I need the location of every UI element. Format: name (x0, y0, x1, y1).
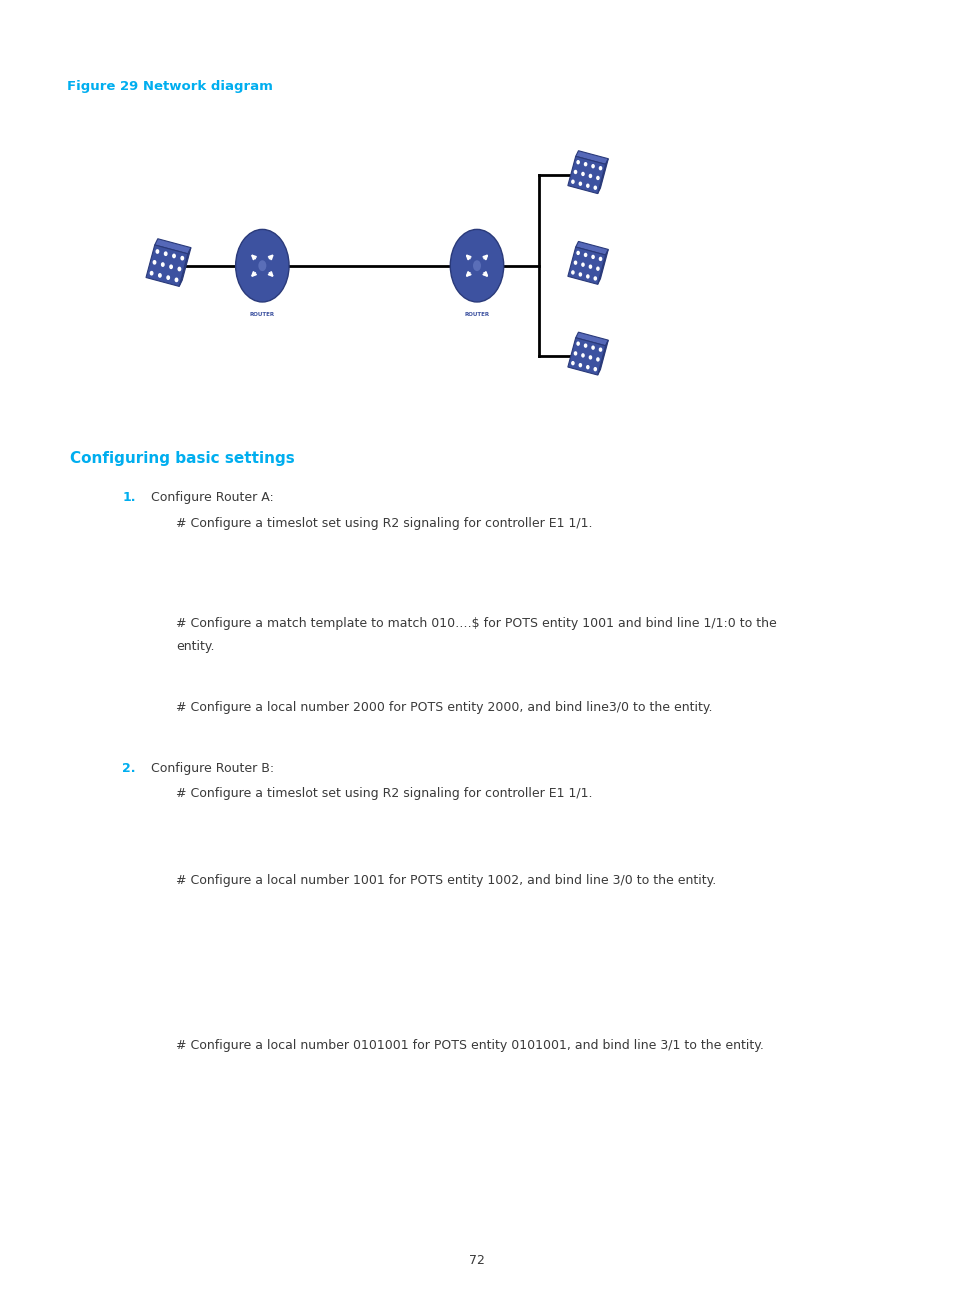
Circle shape (589, 266, 591, 268)
Circle shape (598, 258, 601, 260)
Circle shape (581, 172, 583, 175)
Circle shape (584, 163, 586, 166)
Polygon shape (598, 158, 608, 193)
Circle shape (581, 263, 583, 266)
Circle shape (581, 354, 583, 356)
Polygon shape (575, 241, 608, 255)
Circle shape (571, 362, 574, 364)
Text: 2.: 2. (122, 762, 135, 775)
Circle shape (172, 254, 175, 258)
Circle shape (589, 175, 591, 178)
Circle shape (175, 279, 177, 281)
Circle shape (574, 262, 576, 264)
Circle shape (161, 263, 164, 266)
Circle shape (258, 260, 266, 271)
Polygon shape (575, 332, 608, 346)
Text: ROUTER: ROUTER (250, 312, 274, 318)
Circle shape (592, 255, 594, 258)
Circle shape (578, 183, 580, 185)
Polygon shape (146, 245, 188, 286)
Polygon shape (567, 338, 605, 375)
Circle shape (594, 368, 596, 371)
Circle shape (592, 346, 594, 349)
Polygon shape (154, 238, 191, 254)
Circle shape (597, 176, 598, 179)
Circle shape (586, 184, 588, 187)
Text: 72: 72 (469, 1255, 484, 1267)
Circle shape (578, 273, 580, 276)
Circle shape (164, 251, 167, 255)
Text: # Configure a timeslot set using R2 signaling for controller E1 1/1.: # Configure a timeslot set using R2 sign… (176, 517, 593, 530)
Circle shape (594, 277, 596, 280)
Polygon shape (575, 150, 608, 165)
Polygon shape (567, 157, 605, 193)
Text: # Configure a local number 1001 for POTS entity 1002, and bind line 3/0 to the e: # Configure a local number 1001 for POTS… (176, 874, 716, 886)
Text: Configuring basic settings: Configuring basic settings (70, 451, 294, 467)
Circle shape (597, 267, 598, 270)
Circle shape (589, 356, 591, 359)
Text: # Configure a timeslot set using R2 signaling for controller E1 1/1.: # Configure a timeslot set using R2 sign… (176, 787, 593, 800)
Polygon shape (598, 249, 608, 284)
Circle shape (156, 250, 158, 253)
Text: Figure 29 Network diagram: Figure 29 Network diagram (67, 80, 273, 93)
Circle shape (586, 275, 588, 277)
Circle shape (151, 272, 152, 275)
Circle shape (578, 364, 580, 367)
Circle shape (584, 345, 586, 347)
Circle shape (577, 251, 578, 254)
Circle shape (586, 365, 588, 368)
Circle shape (571, 180, 574, 183)
Text: Configure Router B:: Configure Router B: (151, 762, 274, 775)
Circle shape (598, 167, 601, 170)
Circle shape (473, 260, 480, 271)
Circle shape (235, 229, 289, 302)
Circle shape (450, 229, 503, 302)
Circle shape (594, 187, 596, 189)
Circle shape (592, 165, 594, 167)
Text: # Configure a match template to match 010….$ for POTS entity 1001 and bind line : # Configure a match template to match 01… (176, 617, 777, 630)
Circle shape (577, 161, 578, 163)
Circle shape (167, 276, 170, 280)
Circle shape (181, 257, 183, 259)
Circle shape (574, 353, 576, 355)
Circle shape (178, 267, 180, 271)
Polygon shape (567, 248, 605, 284)
Circle shape (158, 273, 161, 277)
Circle shape (598, 349, 601, 351)
Text: # Configure a local number 2000 for POTS entity 2000, and bind line3/0 to the en: # Configure a local number 2000 for POTS… (176, 701, 712, 714)
Text: entity.: entity. (176, 640, 214, 653)
Polygon shape (598, 340, 608, 375)
Circle shape (584, 254, 586, 257)
Text: ROUTER: ROUTER (464, 312, 489, 318)
Text: # Configure a local number 0101001 for POTS entity 0101001, and bind line 3/1 to: # Configure a local number 0101001 for P… (176, 1039, 763, 1052)
Circle shape (170, 266, 172, 268)
Text: Configure Router A:: Configure Router A: (151, 491, 274, 504)
Text: 1.: 1. (122, 491, 135, 504)
Circle shape (574, 171, 576, 174)
Circle shape (571, 271, 574, 273)
Circle shape (153, 260, 155, 264)
Circle shape (597, 358, 598, 360)
Polygon shape (179, 248, 191, 286)
Circle shape (577, 342, 578, 345)
